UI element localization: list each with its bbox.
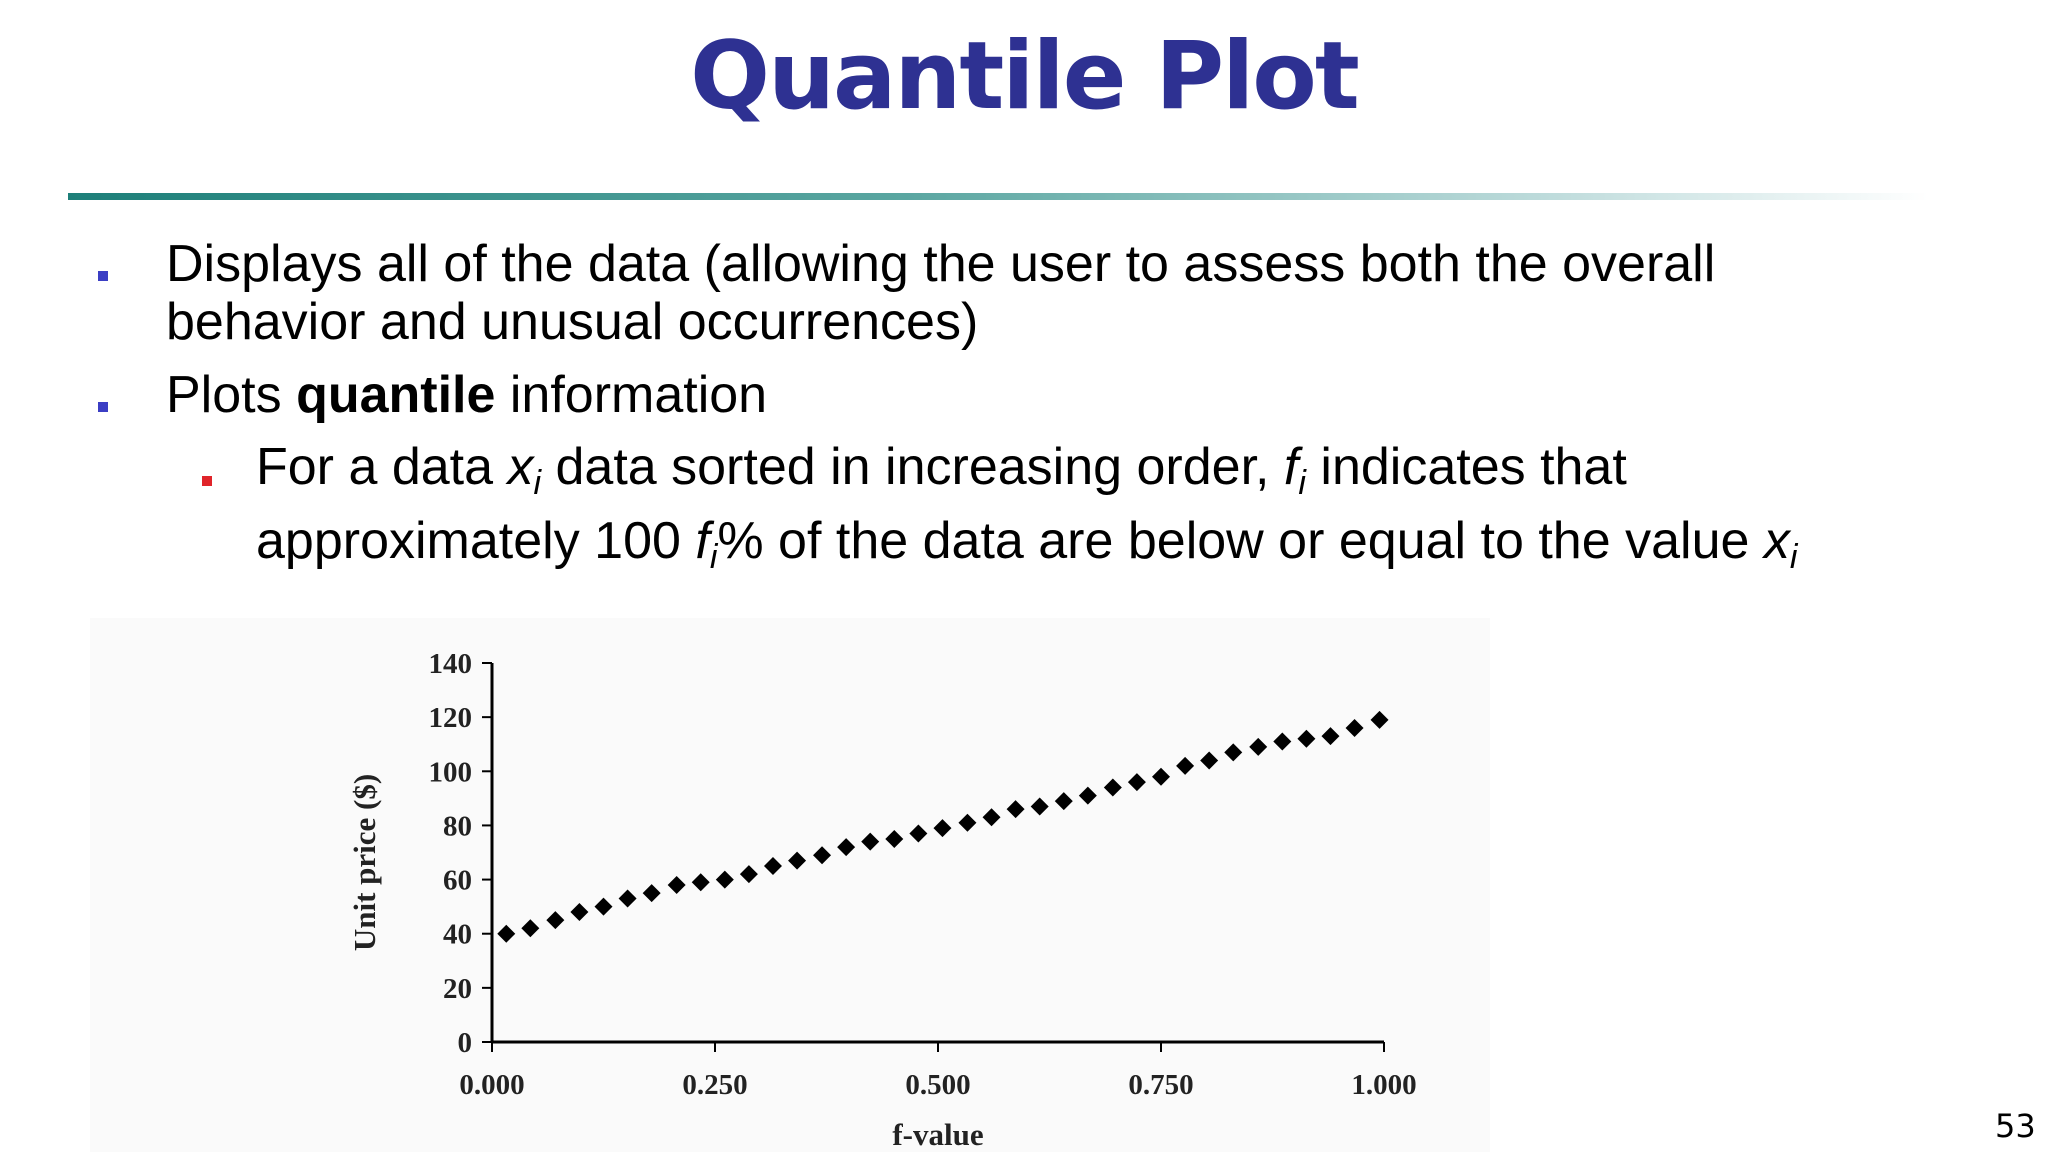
sub-bullet-text: indicates that approximately 100: [256, 438, 1627, 570]
data-point: [715, 870, 734, 889]
data-point: [1345, 718, 1364, 737]
data-point: [691, 873, 710, 892]
data-point: [788, 851, 807, 870]
data-point: [861, 832, 880, 851]
chart-container: 0 20 40 60 80 100 120 140 0.000 0.250 0.500 0.750 1.…: [90, 618, 1490, 1152]
bullet-item: Displays all of the data (allowing the u…: [166, 235, 1846, 351]
data-point: [909, 824, 928, 843]
sub-bullet-text: For a data: [256, 438, 508, 496]
page-number: 53: [1995, 1107, 2036, 1145]
data-point: [982, 808, 1001, 827]
sub-bullet-text: % of the data are below or equal to the …: [717, 512, 1764, 570]
slide-title: Quantile Plot: [690, 22, 1360, 131]
data-point: [618, 889, 637, 908]
sub-bullet-text: data sorted in increasing order,: [541, 438, 1284, 496]
y-tick-label: 80: [443, 810, 472, 842]
data-point: [521, 919, 540, 938]
var-f: f: [1283, 438, 1299, 496]
data-point: [1127, 773, 1146, 792]
data-point: [570, 903, 589, 922]
subscript-i: i: [533, 464, 542, 502]
data-point: [958, 813, 977, 832]
y-tick-label: 120: [429, 702, 473, 734]
y-tick-label: 100: [429, 756, 473, 788]
var-x: x: [1763, 512, 1790, 570]
data-point: [1297, 729, 1316, 748]
subscript-i: i: [709, 538, 718, 576]
subscript-i: i: [1298, 464, 1306, 502]
data-point: [1273, 732, 1292, 751]
data-point: [837, 838, 856, 857]
quantile-plot: 0 20 40 60 80 100 120 140 0.000 0.250 0.500 0.750 1.…: [347, 648, 1417, 1152]
x-tick-label: 1.000: [1351, 1069, 1416, 1101]
bullet-text: Displays all of the data (allowing the u…: [166, 235, 1716, 351]
data-point: [1054, 792, 1073, 811]
bullet-bold-text: quantile: [296, 366, 496, 424]
x-tick-label: 0.000: [459, 1069, 524, 1101]
y-axis-label: Unit price ($): [347, 774, 382, 951]
x-tick-label: 0.250: [682, 1069, 747, 1101]
data-point: [1103, 778, 1122, 797]
data-point: [1176, 756, 1195, 775]
bullet-square-icon: [98, 271, 108, 281]
data-point: [594, 897, 613, 916]
y-tick-label: 60: [443, 865, 472, 897]
data-point: [933, 819, 952, 838]
data-point: [885, 829, 904, 848]
data-point: [1152, 767, 1170, 786]
data-point: [1321, 727, 1340, 746]
data-point: [1370, 710, 1389, 729]
x-tick-label: 0.750: [1128, 1069, 1193, 1101]
y-tick-label: 40: [443, 919, 472, 951]
sub-bullet-item: For a data xi data sorted in increasing …: [256, 438, 1936, 586]
x-axis-label: f-value: [892, 1117, 983, 1152]
data-point: [667, 875, 686, 894]
data-point: [1030, 797, 1049, 816]
sub-bullet-square-icon: [202, 476, 212, 486]
data-point: [642, 884, 661, 903]
y-tick-label: 20: [443, 973, 472, 1005]
data-point: [739, 865, 758, 884]
bullet-item: Plots quantile information: [166, 366, 1846, 424]
data-point: [1224, 743, 1243, 762]
data-point: [1078, 786, 1097, 805]
bullet-text: Plots: [166, 366, 297, 424]
data-point: [1200, 751, 1219, 770]
title-divider: [68, 193, 1928, 200]
data-point: [813, 846, 832, 865]
bullet-square-icon: [98, 402, 108, 412]
data-point: [497, 924, 516, 943]
var-f: f: [695, 512, 710, 570]
data-point: [1006, 800, 1025, 819]
y-tick-label: 0: [458, 1027, 473, 1059]
data-point: [1249, 737, 1268, 756]
var-x: x: [507, 438, 534, 496]
bullet-text: information: [495, 366, 768, 424]
subscript-i: i: [1789, 538, 1798, 576]
data-point: [763, 857, 782, 876]
y-tick-label: 140: [429, 648, 473, 680]
x-tick-label: 0.500: [905, 1069, 970, 1101]
data-point: [546, 911, 565, 930]
